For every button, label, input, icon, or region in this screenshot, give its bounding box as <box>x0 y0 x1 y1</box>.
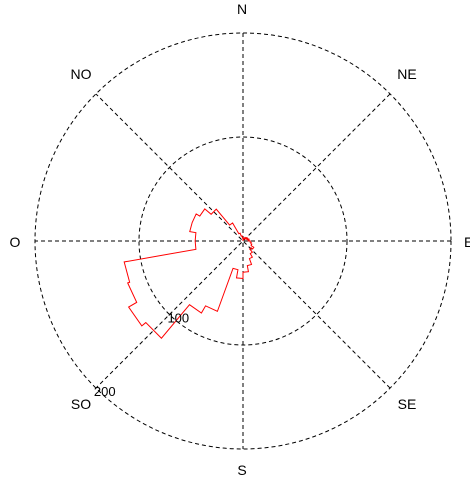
direction-label-ne: NE <box>397 66 416 82</box>
direction-label-se: SE <box>398 396 417 412</box>
polar-grid <box>34 32 452 450</box>
direction-label-e: E <box>464 234 470 250</box>
rose-series <box>123 208 255 339</box>
direction-label-s: S <box>237 462 246 478</box>
direction-label-n: N <box>237 1 247 17</box>
direction-labels: N NE E SE S SO O NO 100 200 <box>10 1 470 478</box>
radial-tick-label-200: 200 <box>94 384 116 399</box>
grid-spoke-ne <box>95 93 391 389</box>
direction-label-o: O <box>10 234 21 250</box>
direction-label-no: NO <box>71 66 92 82</box>
radial-tick-label-100: 100 <box>167 311 189 326</box>
direction-label-so: SO <box>71 396 91 412</box>
grid-spoke-se <box>95 93 391 389</box>
rose-outline <box>123 208 255 339</box>
